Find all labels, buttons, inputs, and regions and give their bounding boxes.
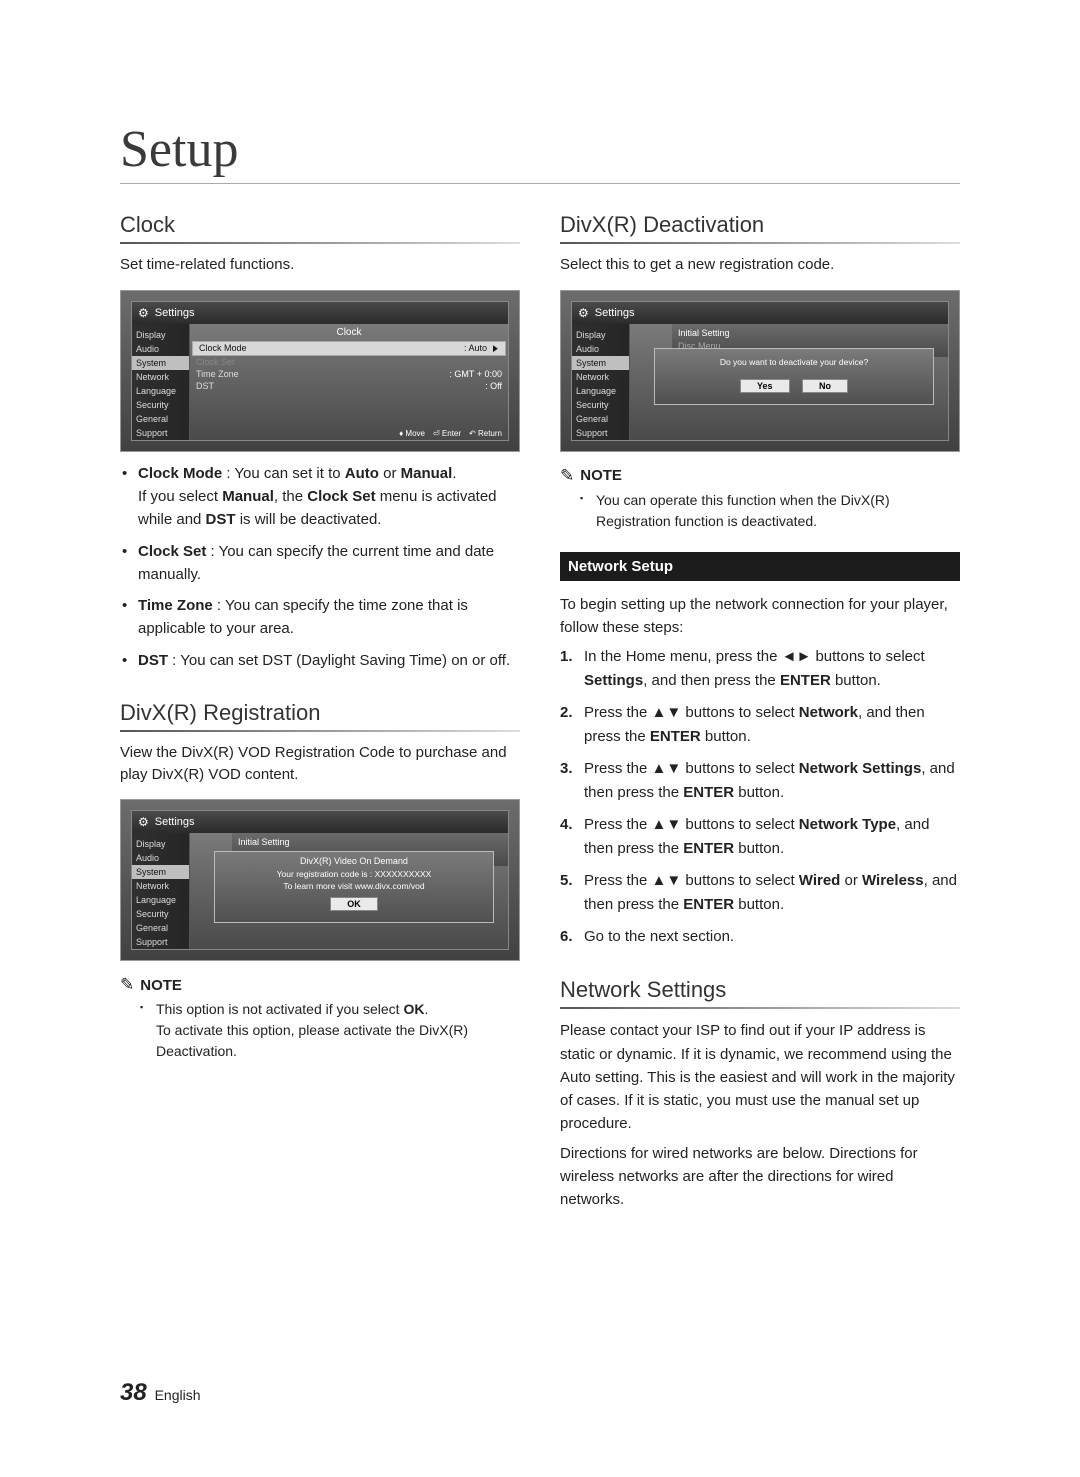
deact-intro: Select this to get a new registration co…: [560, 254, 960, 276]
note-icon: ✎: [120, 975, 134, 995]
page-title: Setup: [120, 120, 960, 184]
net-step-4: 4.Press the ▲▼ buttons to select Network…: [584, 813, 960, 861]
gear-icon: ⚙: [138, 815, 149, 829]
note-icon: ✎: [560, 466, 574, 486]
no-button: No: [802, 379, 848, 393]
yes-button: Yes: [740, 379, 790, 393]
heading-clock: Clock: [120, 212, 520, 244]
settings-nav: DisplayAudioSystemNetworkLanguageSecurit…: [132, 833, 190, 949]
clock-bullet-tz: Time Zone : You can specify the time zon…: [138, 594, 520, 641]
net-step-6: 6.Go to the next section.: [584, 925, 960, 949]
net-step-1: 1.In the Home menu, press the ◄► buttons…: [584, 645, 960, 693]
net-step-2: 2.Press the ▲▼ buttons to select Network…: [584, 701, 960, 749]
settings-label: Settings: [155, 307, 195, 319]
clock-bullet-mode: Clock Mode : You can set it to Auto or M…: [138, 462, 520, 532]
reg-note: This option is not activated if you sele…: [156, 999, 520, 1062]
chevron-right-icon: ▶: [493, 343, 498, 354]
heading-divx-deact: DivX(R) Deactivation: [560, 212, 960, 244]
page-number: 38: [120, 1379, 147, 1406]
gear-icon: ⚙: [578, 306, 589, 320]
clock-bullet-set: Clock Set : You can specify the current …: [138, 540, 520, 587]
settings-label: Settings: [155, 816, 195, 828]
settings-label: Settings: [595, 307, 635, 319]
gear-icon: ⚙: [138, 306, 149, 320]
deact-note: You can operate this function when the D…: [596, 490, 960, 532]
settings-nav: DisplayAudioSystemNetworkLanguageSecurit…: [572, 324, 630, 440]
screenshot-reg: ⚙ Settings DisplayAudioSystemNetworkLangu…: [120, 799, 520, 961]
clock-bullet-dst: DST : You can set DST (Daylight Saving T…: [138, 649, 520, 672]
reg-intro: View the DivX(R) VOD Registration Code t…: [120, 742, 520, 786]
settings-nav: DisplayAudioSystemNetworkLanguageSecurit…: [132, 324, 190, 440]
section-network-setup: Network Setup: [560, 552, 960, 581]
screenshot-deact: ⚙ Settings DisplayAudioSystemNetworkLangu…: [560, 290, 960, 452]
netset-p1: Please contact your ISP to find out if y…: [560, 1019, 960, 1135]
net-intro: To begin setting up the network connecti…: [560, 593, 960, 640]
ok-button: OK: [330, 897, 378, 911]
netset-p2: Directions for wired networks are below.…: [560, 1142, 960, 1212]
clock-intro: Set time-related functions.: [120, 254, 520, 276]
heading-network-settings: Network Settings: [560, 977, 960, 1009]
page-lang: English: [155, 1387, 201, 1403]
heading-divx-reg: DivX(R) Registration: [120, 700, 520, 732]
net-step-5: 5.Press the ▲▼ buttons to select Wired o…: [584, 869, 960, 917]
net-step-3: 3.Press the ▲▼ buttons to select Network…: [584, 757, 960, 805]
note-heading: ✎NOTE: [560, 466, 960, 486]
screenshot-clock: ⚙ Settings DisplayAudioSystemNetworkLangu…: [120, 290, 520, 452]
note-heading: ✎NOTE: [120, 975, 520, 995]
page-footer: 38 English: [120, 1379, 201, 1407]
